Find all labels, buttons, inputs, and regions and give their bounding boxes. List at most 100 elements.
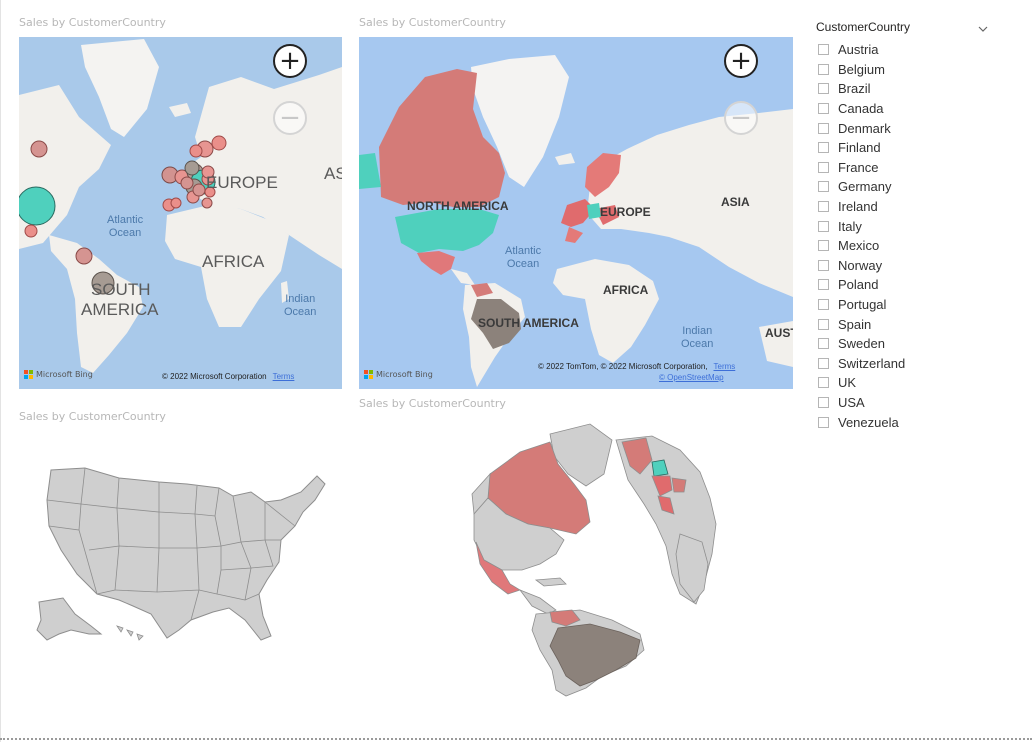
map-copyright: © 2022 Microsoft Corporation Terms [162, 372, 295, 381]
usa-shape-canvas[interactable] [19, 430, 342, 660]
chevron-down-icon[interactable] [978, 22, 988, 36]
slicer-option-label: Switzerland [838, 355, 906, 371]
slicer-option-label: USA [838, 394, 865, 410]
visual-title: Sales by CustomerCountry [359, 397, 506, 410]
checkbox[interactable] [818, 44, 829, 56]
country-slicer[interactable]: CustomerCountry Austria Belgium Brazil Cana… [816, 20, 996, 432]
slicer-option-label: Brazil [838, 81, 871, 97]
minus-icon: − [730, 103, 752, 133]
checkbox[interactable] [818, 259, 829, 271]
slicer-option[interactable]: Brazil [816, 79, 996, 99]
slicer-option-label: UK [838, 375, 857, 391]
slicer-option[interactable]: Ireland [816, 197, 996, 217]
checkbox[interactable] [818, 220, 829, 232]
shape-map-usa[interactable] [19, 430, 342, 660]
slicer-option[interactable]: Denmark [816, 118, 996, 138]
checkbox[interactable] [818, 318, 829, 330]
slicer-option[interactable]: Spain [816, 314, 996, 334]
slicer-option-label: Mexico [838, 238, 880, 254]
slicer-option-label: Austria [838, 42, 879, 58]
microsoft-logo-icon [24, 370, 33, 379]
checkbox[interactable] [818, 103, 829, 115]
bing-logo: Microsoft Bing [24, 370, 93, 379]
checkbox[interactable] [818, 201, 829, 213]
checkbox[interactable] [818, 279, 829, 291]
slicer-option[interactable]: Finland [816, 138, 996, 158]
slicer-option-label: Ireland [838, 199, 878, 215]
slicer-option[interactable]: Switzerland [816, 354, 996, 374]
checkbox[interactable] [818, 357, 829, 369]
zoom-in-button[interactable]: + [724, 44, 758, 78]
visual-title: Sales by CustomerCountry [19, 410, 166, 423]
label-asia: AS [324, 164, 342, 183]
globe-canvas[interactable] [440, 414, 730, 704]
slicer-option[interactable]: Italy [816, 216, 996, 236]
slicer-option[interactable]: Mexico [816, 236, 996, 256]
visual-title: Sales by CustomerCountry [359, 16, 506, 29]
slicer-option[interactable]: UK [816, 373, 996, 393]
slicer-option-label: Spain [838, 316, 872, 332]
osm-attribution: © OpenStreetMap [659, 373, 724, 382]
checkbox[interactable] [818, 161, 829, 173]
checkbox[interactable] [818, 83, 829, 95]
slicer-option-label: Norway [838, 257, 883, 273]
checkbox[interactable] [818, 63, 829, 75]
slicer-option[interactable]: Austria [816, 40, 996, 60]
zoom-out-button[interactable]: − [724, 101, 758, 135]
checkbox[interactable] [818, 377, 829, 389]
page-bottom-border [0, 738, 1032, 740]
plus-icon: + [730, 46, 752, 76]
checkbox[interactable] [818, 396, 829, 408]
terms-link[interactable]: Terms [272, 372, 295, 381]
slicer-option-label: Denmark [838, 120, 891, 136]
slicer-option[interactable]: Germany [816, 177, 996, 197]
slicer-option[interactable]: Venezuela [816, 412, 996, 432]
label-europe: EUROPE [600, 205, 651, 219]
label-africa: AFRICA [202, 252, 265, 271]
label-america: AMERICA [81, 300, 159, 319]
slicer-option-label: Belgium [838, 61, 885, 77]
map-copyright: © 2022 TomTom, © 2022 Microsoft Corporat… [538, 362, 736, 371]
slicer-option[interactable]: Canada [816, 99, 996, 119]
plus-icon: + [279, 46, 301, 76]
checkbox[interactable] [818, 299, 829, 311]
checkbox[interactable] [818, 416, 829, 428]
zoom-in-button[interactable]: + [273, 44, 307, 78]
slicer-option[interactable]: Norway [816, 256, 996, 276]
openstreetmap-link[interactable]: © OpenStreetMap [659, 373, 724, 382]
checkbox[interactable] [818, 240, 829, 252]
minus-icon: − [279, 103, 301, 133]
checkbox[interactable] [818, 142, 829, 154]
slicer-option[interactable]: USA [816, 393, 996, 413]
zoom-out-button[interactable]: − [273, 101, 307, 135]
label-atlantic-ocean: Atlantic Ocean [107, 214, 144, 239]
terms-link[interactable]: Terms [713, 362, 736, 371]
filled-map[interactable]: NORTH AMERICA EUROPE ASIA AFRICA SOUTH A… [359, 37, 793, 389]
checkbox[interactable] [818, 181, 829, 193]
slicer-option-label: Finland [838, 140, 881, 156]
filled-map-canvas[interactable] [359, 37, 793, 389]
data-bubbles[interactable] [19, 135, 227, 295]
visual-title: Sales by CustomerCountry [19, 16, 166, 29]
checkbox[interactable] [818, 338, 829, 350]
slicer-option[interactable]: France [816, 158, 996, 178]
checkbox[interactable] [818, 122, 829, 134]
slicer-option[interactable]: Belgium [816, 60, 996, 80]
label-indian-ocean: Indian Ocean [284, 293, 317, 318]
slicer-option-label: Poland [838, 277, 879, 293]
slicer-option-label: Portugal [838, 297, 887, 313]
label-africa: AFRICA [603, 283, 649, 297]
slicer-option-label: Italy [838, 218, 862, 234]
bubble-map[interactable]: EUROPE AS AFRICA SOUTH AMERICA Atlantic … [19, 37, 342, 389]
label-asia: ASIA [721, 195, 750, 209]
slicer-option[interactable]: Poland [816, 275, 996, 295]
bubble-map-canvas[interactable] [19, 37, 342, 389]
slicer-option[interactable]: Sweden [816, 334, 996, 354]
slicer-option-label: Sweden [838, 336, 885, 352]
slicer-option-label: Venezuela [838, 414, 899, 430]
slicer-header[interactable]: CustomerCountry [816, 20, 996, 40]
slicer-option[interactable]: Portugal [816, 295, 996, 315]
slicer-title: CustomerCountry [816, 20, 911, 34]
globe-map[interactable] [440, 414, 730, 704]
